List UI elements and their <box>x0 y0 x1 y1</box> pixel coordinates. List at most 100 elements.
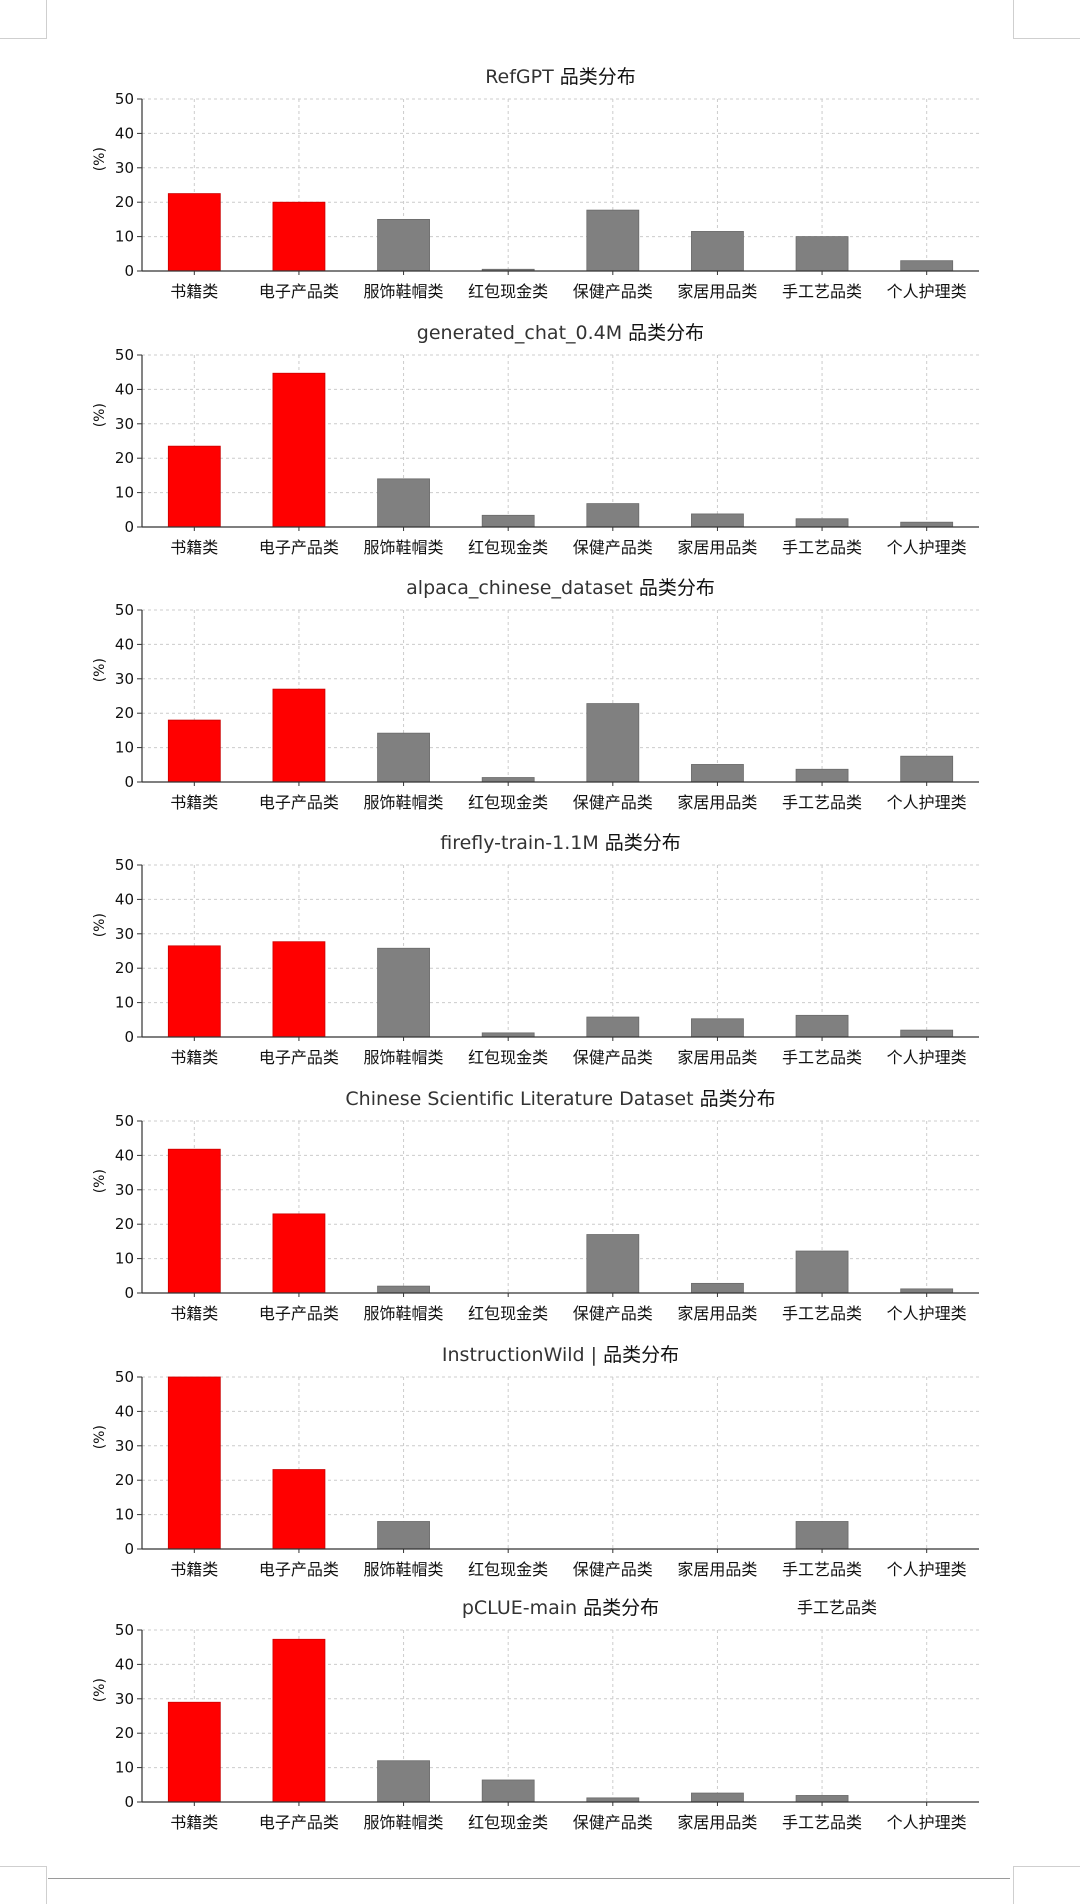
x-tick-label: 电子产品类 <box>259 793 339 812</box>
x-tick-label: 手工艺品类 <box>782 1304 862 1323</box>
chart-panel: 0 10 20 30 40 50 (%) 书籍类 电子产品类 服饰鞋帽类 红包现金类 保健产品类 家居用… <box>92 322 979 557</box>
bar <box>481 1032 535 1038</box>
y-tick-label: 50 <box>115 601 134 619</box>
bar <box>795 236 849 272</box>
crop-mark-bottom-left <box>0 1866 47 1904</box>
crop-mark-top-right <box>1013 0 1080 39</box>
bar <box>377 478 430 528</box>
x-tick-label: 红包现金类 <box>468 1304 548 1323</box>
x-tick-label: 家居用品类 <box>677 538 757 557</box>
chart-panel: 0 10 20 30 40 50 (%) 书籍类 电子产品类 服饰鞋帽类 红包现金类 保健产品类 家居用… <box>92 1344 979 1579</box>
x-tick-label: 手工艺品类 <box>782 282 862 301</box>
chart-title-suffix: 品类分布 <box>628 322 704 344</box>
y-tick-label: 30 <box>115 1181 134 1199</box>
chart-title-dataset: InstructionWild | <box>442 1344 603 1366</box>
x-tick-label: 家居用品类 <box>677 282 757 301</box>
x-tick-label: 家居用品类 <box>677 1813 757 1832</box>
bar <box>586 1797 640 1803</box>
bar <box>900 260 954 272</box>
x-tick-label: 红包现金类 <box>468 1048 548 1067</box>
y-tick-label: 10 <box>115 1759 134 1777</box>
bar <box>377 732 430 783</box>
bar <box>167 719 221 783</box>
bar <box>795 1795 849 1803</box>
bar <box>377 947 430 1038</box>
x-tick-label: 手工艺品类 <box>782 1560 862 1579</box>
x-tick-label: 保健产品类 <box>573 1813 653 1832</box>
x-tick-label: 电子产品类 <box>259 282 339 301</box>
stray-category-label: 手工艺品类 <box>797 1598 878 1617</box>
y-tick-label: 30 <box>115 1437 134 1455</box>
x-tick-label: 服饰鞋帽类 <box>364 1048 444 1067</box>
y-axis-label: (%) <box>92 913 108 937</box>
x-tick-label: 保健产品类 <box>573 793 653 812</box>
bar <box>377 1760 430 1803</box>
x-tick-label: 保健产品类 <box>573 1560 653 1579</box>
y-tick-label: 20 <box>115 959 134 977</box>
y-tick-label: 10 <box>115 994 134 1012</box>
y-tick-label: 0 <box>124 262 134 280</box>
x-tick-label: 家居用品类 <box>677 793 757 812</box>
y-tick-label: 50 <box>115 346 134 364</box>
y-axis-label: (%) <box>92 658 108 682</box>
chart-title-dataset: generated_chat_0.4M <box>417 322 628 344</box>
y-tick-label: 40 <box>115 1402 134 1420</box>
y-tick-label: 20 <box>115 1215 134 1233</box>
bar <box>167 445 221 528</box>
bar <box>272 1469 326 1550</box>
bar <box>900 1288 954 1294</box>
y-tick-label: 0 <box>124 518 134 536</box>
crop-mark-bottom-right <box>1013 1866 1080 1904</box>
chart-panel: 0 10 20 30 40 50 (%) 书籍类 电子产品类 服饰鞋帽类 红包现金类 保健产品类 家居用… <box>92 832 979 1067</box>
x-tick-label: 电子产品类 <box>259 1048 339 1067</box>
x-tick-label: 电子产品类 <box>259 1813 339 1832</box>
bar <box>586 1016 640 1038</box>
x-tick-label: 服饰鞋帽类 <box>364 1813 444 1832</box>
y-tick-label: 20 <box>115 1724 134 1742</box>
bar <box>795 1250 849 1294</box>
y-tick-label: 30 <box>115 1690 134 1708</box>
y-tick-label: 20 <box>115 193 134 211</box>
x-tick-label: 家居用品类 <box>677 1304 757 1323</box>
x-tick-label: 书籍类 <box>170 793 218 812</box>
bar <box>481 514 535 528</box>
x-tick-label: 红包现金类 <box>468 538 548 557</box>
bar <box>272 1213 326 1294</box>
chart-title: generated_chat_0.4M 品类分布 <box>417 322 704 344</box>
x-tick-label: 手工艺品类 <box>782 1048 862 1067</box>
bar <box>167 1701 221 1803</box>
chart-title-suffix: 品类分布 <box>583 1597 659 1619</box>
chart-title: RefGPT 品类分布 <box>485 66 636 88</box>
x-tick-label: 保健产品类 <box>573 538 653 557</box>
chart-title-suffix: 品类分布 <box>603 1344 679 1366</box>
y-tick-label: 20 <box>115 449 134 467</box>
y-tick-label: 40 <box>115 635 134 653</box>
x-tick-label: 保健产品类 <box>573 282 653 301</box>
x-tick-label: 红包现金类 <box>468 282 548 301</box>
x-tick-label: 个人护理类 <box>887 1813 967 1832</box>
y-axis-label: (%) <box>92 1169 108 1193</box>
bar <box>795 1521 849 1550</box>
x-tick-label: 保健产品类 <box>573 1304 653 1323</box>
y-tick-label: 0 <box>124 1284 134 1302</box>
chart-title: InstructionWild | 品类分布 <box>442 1344 679 1366</box>
chart-title: alpaca_chinese_dataset 品类分布 <box>406 577 715 599</box>
bar <box>586 1234 640 1294</box>
y-tick-label: 0 <box>124 1540 134 1558</box>
x-tick-label: 电子产品类 <box>259 538 339 557</box>
x-tick-label: 服饰鞋帽类 <box>364 538 444 557</box>
y-tick-label: 40 <box>115 380 134 398</box>
x-tick-label: 个人护理类 <box>887 1304 967 1323</box>
bar <box>481 777 535 783</box>
y-tick-label: 40 <box>115 124 134 142</box>
bar <box>377 1521 430 1550</box>
y-tick-label: 10 <box>115 484 134 502</box>
bar <box>691 1018 744 1038</box>
bar <box>377 1285 430 1294</box>
y-axis-label: (%) <box>92 147 108 171</box>
y-tick-label: 10 <box>115 1250 134 1268</box>
x-tick-label: 个人护理类 <box>887 793 967 812</box>
x-tick-label: 红包现金类 <box>468 1560 548 1579</box>
